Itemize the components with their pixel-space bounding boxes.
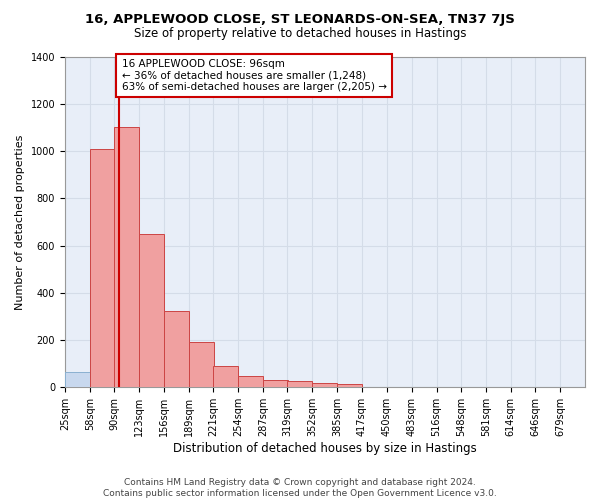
- Text: Size of property relative to detached houses in Hastings: Size of property relative to detached ho…: [134, 28, 466, 40]
- X-axis label: Distribution of detached houses by size in Hastings: Distribution of detached houses by size …: [173, 442, 477, 455]
- Text: 16, APPLEWOOD CLOSE, ST LEONARDS-ON-SEA, TN37 7JS: 16, APPLEWOOD CLOSE, ST LEONARDS-ON-SEA,…: [85, 12, 515, 26]
- Bar: [189, 342, 214, 388]
- Bar: [263, 380, 288, 388]
- Bar: [164, 310, 189, 388]
- Bar: [114, 128, 139, 388]
- Text: 16 APPLEWOOD CLOSE: 96sqm
← 36% of detached houses are smaller (1,248)
63% of se: 16 APPLEWOOD CLOSE: 96sqm ← 36% of detac…: [122, 59, 386, 92]
- Bar: [337, 384, 362, 388]
- Bar: [65, 372, 90, 388]
- Text: Contains HM Land Registry data © Crown copyright and database right 2024.
Contai: Contains HM Land Registry data © Crown c…: [103, 478, 497, 498]
- Bar: [213, 366, 238, 388]
- Bar: [238, 376, 263, 388]
- Bar: [313, 382, 337, 388]
- Bar: [287, 382, 313, 388]
- Y-axis label: Number of detached properties: Number of detached properties: [15, 134, 25, 310]
- Bar: [139, 234, 164, 388]
- Bar: [90, 148, 115, 388]
